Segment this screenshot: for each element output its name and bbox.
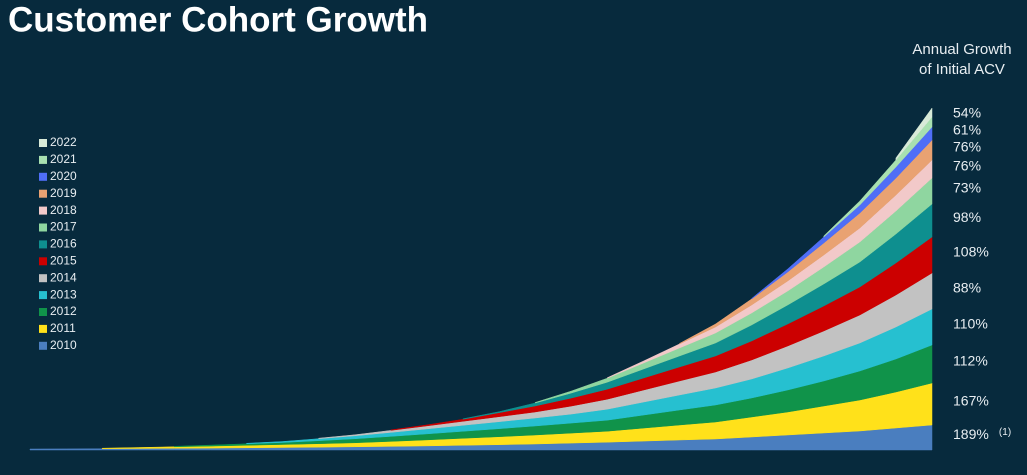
legend-label: 2018 <box>50 203 77 217</box>
area <box>823 116 933 238</box>
legend-swatch <box>39 324 47 333</box>
legend-label: 2015 <box>50 253 77 267</box>
legend-swatch <box>39 206 47 215</box>
growth-label: 189% <box>953 426 989 442</box>
legend-label: 2011 <box>50 321 76 335</box>
legend-swatch <box>39 189 47 198</box>
annotation-header: Annual Growth <box>912 41 1011 58</box>
growth-label: 110% <box>953 316 988 332</box>
growth-label: 167% <box>953 393 989 409</box>
legend-label: 2022 <box>50 135 77 149</box>
legend-swatch <box>39 341 47 350</box>
annotation-header: of Initial ACV <box>919 61 1005 78</box>
legend-label: 2017 <box>50 220 77 234</box>
growth-label: 73% <box>953 180 981 196</box>
legend-swatch <box>39 172 47 181</box>
legend-swatch <box>39 274 47 283</box>
legend-swatch <box>39 139 47 147</box>
legend-swatch <box>39 308 47 316</box>
legend-label: 2021 <box>50 152 77 166</box>
legend-label: 2016 <box>50 237 77 251</box>
area <box>895 107 933 161</box>
growth-label: 61% <box>953 122 981 138</box>
growth-label: 88% <box>953 280 981 296</box>
legend-label: 2019 <box>50 186 77 200</box>
growth-label: 76% <box>953 158 981 174</box>
legend-label: 2013 <box>50 287 77 301</box>
legend-swatch <box>39 223 47 232</box>
legend-swatch <box>39 291 47 300</box>
legend-label: 2012 <box>50 304 77 318</box>
growth-label: 76% <box>953 139 981 155</box>
legend-label: 2014 <box>50 270 77 284</box>
growth-label: 98% <box>953 209 981 225</box>
growth-label: 108% <box>953 244 989 260</box>
chart-title: Customer Cohort Growth <box>8 0 428 39</box>
legend-label: 2020 <box>50 169 77 183</box>
growth-label: 54% <box>953 105 981 121</box>
growth-note: (1) <box>999 427 1011 438</box>
growth-label: 112% <box>953 353 988 369</box>
legend-swatch <box>39 240 47 249</box>
legend-swatch <box>39 257 47 266</box>
legend-swatch <box>39 155 47 164</box>
legend-label: 2010 <box>50 338 77 352</box>
